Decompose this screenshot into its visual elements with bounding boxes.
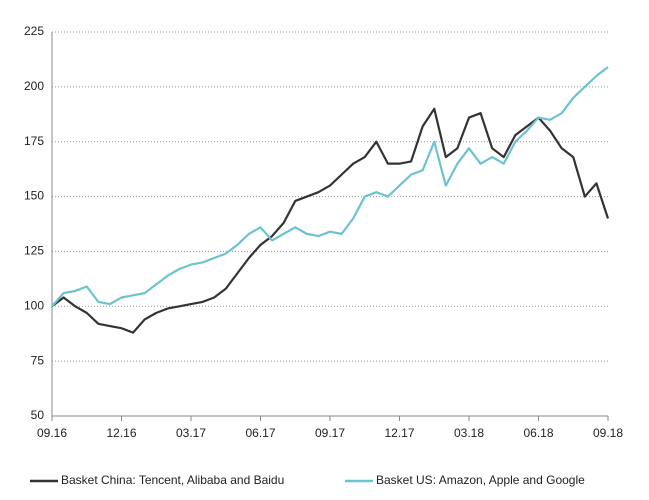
x-tick-label: 09.18 [593, 426, 623, 440]
line-series [51, 66, 609, 308]
x-tick-label: 12.16 [106, 426, 136, 440]
x-tick-label: 03.17 [176, 426, 206, 440]
x-tick-label: 06.18 [523, 426, 553, 440]
y-tick-label: 150 [24, 189, 44, 203]
y-tick-label: 200 [24, 79, 44, 93]
legend-label: Basket China: Tencent, Alibaba and Baidu [61, 473, 284, 487]
y-tick-label: 175 [24, 134, 44, 148]
y-tick-label: 75 [31, 353, 45, 367]
x-tick-label: 09.16 [37, 426, 67, 440]
y-tick-label: 100 [24, 298, 44, 312]
y-tick-label: 125 [24, 244, 44, 258]
legend-label: Basket US: Amazon, Apple and Google [376, 473, 585, 487]
y-tick-label: 225 [24, 24, 44, 38]
x-tick-label: 06.17 [245, 426, 275, 440]
line-series [51, 107, 610, 334]
x-tick-label: 03.18 [454, 426, 484, 440]
y-tick-label: 50 [31, 408, 45, 422]
x-tick-label: 09.17 [315, 426, 345, 440]
x-tick-label: 12.17 [384, 426, 414, 440]
